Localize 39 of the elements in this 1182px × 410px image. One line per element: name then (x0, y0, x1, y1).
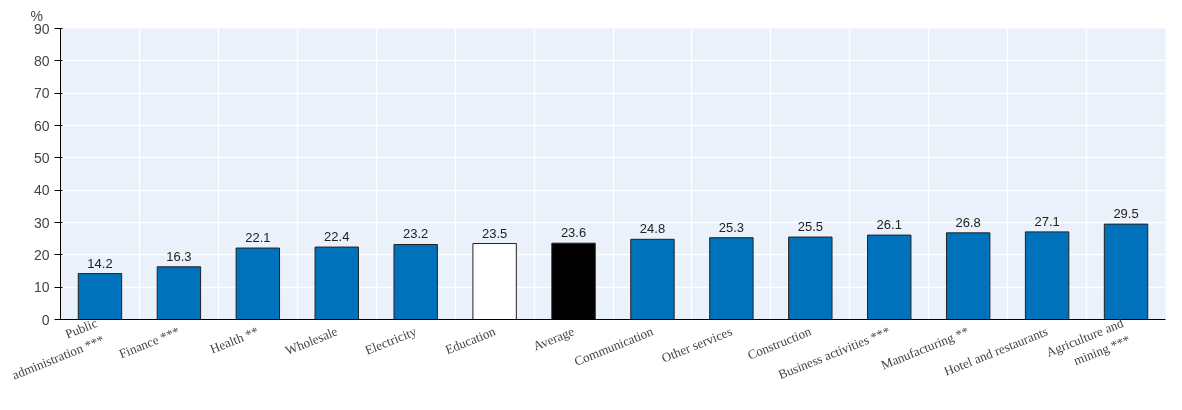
data-label: 26.1 (876, 217, 902, 233)
data-label: 23.5 (481, 225, 508, 241)
data-label: 14.2 (87, 255, 113, 271)
bar (788, 236, 833, 320)
bar (1024, 231, 1070, 320)
y-tick-label: 70 (33, 85, 50, 102)
bar (867, 234, 912, 320)
bar (314, 246, 359, 320)
y-tick-label: 80 (33, 52, 50, 69)
bar (630, 238, 675, 320)
y-tick-label: 50 (33, 149, 50, 166)
data-label: 29.5 (1113, 206, 1139, 222)
data-label: 23.2 (403, 226, 429, 242)
data-label: 24.8 (639, 221, 666, 237)
bar (156, 266, 202, 320)
data-label: 23.6 (560, 225, 587, 241)
bar (235, 247, 281, 320)
y-tick-label: 20 (33, 246, 50, 263)
y-tick-label: 40 (33, 182, 50, 199)
x-tick-label: Average (530, 323, 577, 354)
y-tick-label: 30 (33, 214, 50, 231)
data-label: 26.8 (955, 214, 981, 230)
y-tick-label: 0 (41, 311, 50, 328)
data-label: 16.3 (166, 248, 192, 264)
data-label: 22.1 (245, 230, 271, 246)
data-label: 27.1 (1034, 213, 1060, 229)
x-tick-label: Other services (659, 323, 735, 366)
data-label: 25.5 (797, 219, 823, 235)
bar (77, 273, 123, 320)
x-tick-label: Health ** (207, 323, 261, 357)
y-tick-label: 60 (33, 117, 50, 134)
bar (709, 237, 754, 320)
data-label: 22.4 (324, 229, 350, 245)
y-tick-label: 10 (33, 279, 50, 296)
data-label: 25.3 (718, 219, 745, 235)
bar (945, 232, 991, 320)
x-tick-label: Finance *** (116, 323, 182, 362)
bar (393, 243, 438, 320)
bar (1103, 223, 1149, 320)
